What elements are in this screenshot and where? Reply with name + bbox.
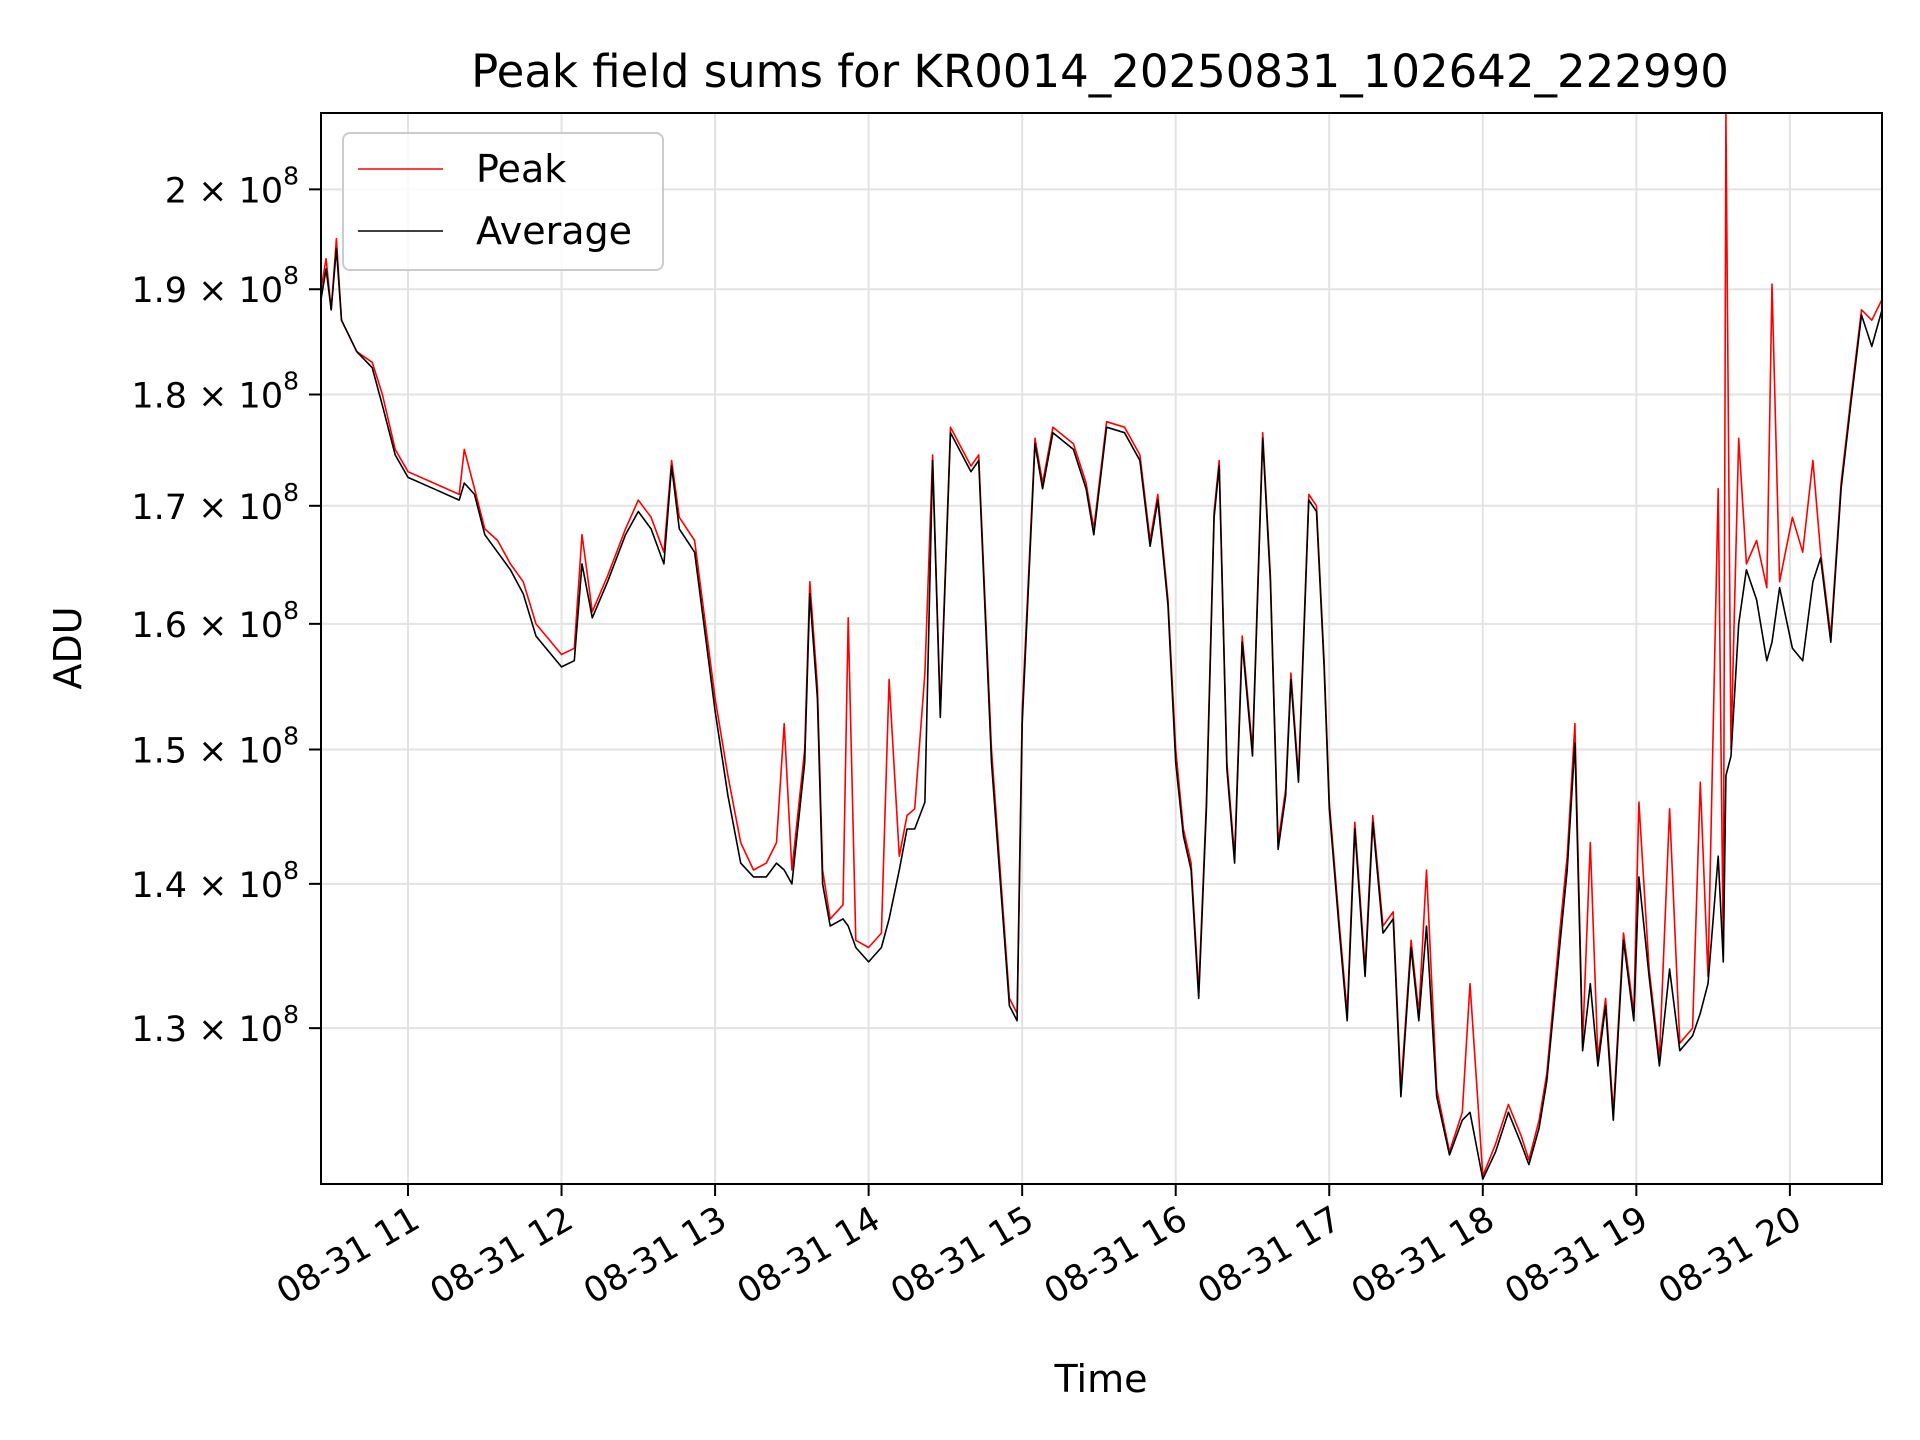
y-tick-label: 1.7 × 108 — [131, 478, 299, 528]
x-axis-label: Time — [1054, 1357, 1148, 1401]
y-tick-label: 1.9 × 108 — [131, 261, 299, 311]
legend-label-peak: Peak — [476, 147, 566, 191]
y-tick-label: 2 × 108 — [165, 161, 299, 211]
legend: Peak Average — [342, 132, 664, 271]
y-tick-label: 1.3 × 108 — [131, 1000, 299, 1050]
grid — [321, 113, 1882, 1184]
y-tick-label: 1.4 × 108 — [131, 856, 299, 906]
series-line-average — [321, 247, 1882, 1180]
y-axis: 1.3 × 108 1.4 × 108 1.5 × 108 1.6 × 108 1.7 … — [131, 161, 321, 1050]
y-tick-label: 1.8 × 108 — [131, 367, 299, 417]
y-tick-label: 1.5 × 108 — [131, 722, 299, 772]
legend-label-average: Average — [476, 209, 632, 253]
y-axis-label: ADU — [46, 606, 90, 689]
plot-area — [321, 113, 1882, 1180]
legend-box — [342, 132, 664, 271]
y-tick-label: 1.6 × 108 — [131, 596, 299, 646]
chart-title: Peak field sums for KR0014_20250831_1026… — [471, 45, 1729, 98]
axes-frame — [320, 112, 1883, 1185]
